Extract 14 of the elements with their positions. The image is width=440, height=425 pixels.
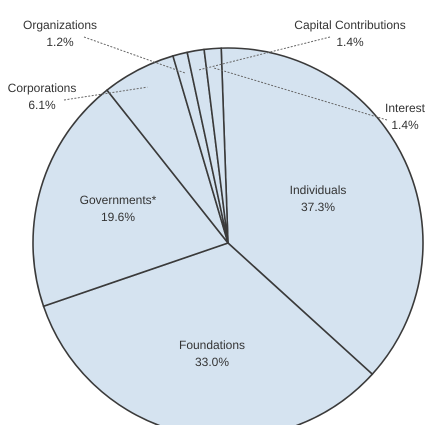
slice-label: Individuals (290, 183, 346, 197)
data-label: 37.3% (300, 200, 336, 214)
slice-label: Capital Contributions (294, 18, 406, 32)
data-label: 1.4% (391, 118, 419, 132)
slice-label: Corporations (8, 81, 76, 95)
slice-label: Organizations (22, 18, 98, 32)
data-label: 1.4% (336, 35, 364, 49)
slice-label: Interest (384, 101, 426, 115)
data-label: 19.6% (100, 210, 136, 224)
data-label: 6.1% (28, 98, 56, 112)
data-label: 1.2% (46, 35, 74, 49)
data-label: 33.0% (194, 355, 230, 369)
slice-label: Foundations (178, 338, 246, 352)
slice-label: Governments* (80, 193, 157, 207)
